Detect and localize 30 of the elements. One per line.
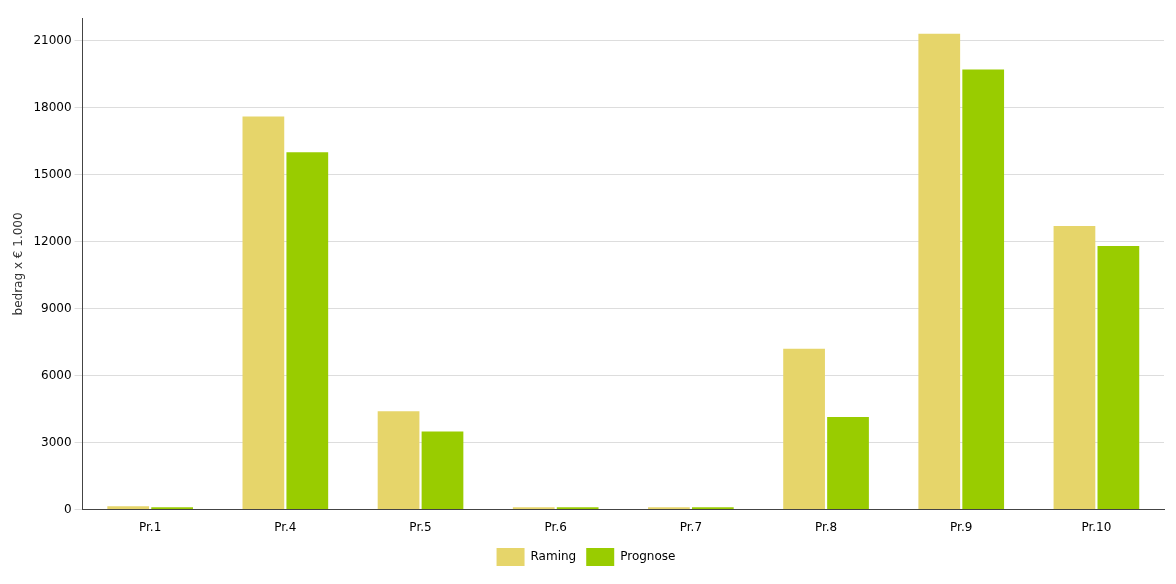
y-tick-label: 12000 — [33, 233, 72, 248]
x-tick-label: Pr.9 — [950, 519, 973, 534]
bar — [242, 116, 285, 510]
y-tick-label: 21000 — [33, 32, 72, 47]
legend-label: Prognose — [620, 549, 676, 564]
bar — [827, 416, 869, 510]
x-tick-label: Pr.4 — [274, 519, 297, 534]
bar — [1097, 246, 1140, 510]
bar — [286, 152, 329, 510]
bar — [918, 33, 961, 510]
bar — [421, 431, 464, 510]
y-tick-label: 9000 — [41, 300, 72, 315]
y-tick-label: 18000 — [33, 99, 72, 114]
bar — [783, 348, 825, 510]
bar — [377, 411, 420, 510]
x-tick-label: Pr.5 — [409, 519, 432, 534]
x-tick-label: Pr.1 — [139, 519, 162, 534]
bar — [1053, 225, 1096, 510]
legend-label: Raming — [530, 549, 577, 564]
y-tick-label: 15000 — [33, 166, 72, 181]
x-tick-label: Pr.10 — [1081, 519, 1112, 534]
x-tick-label: Pr.8 — [814, 519, 838, 534]
y-tick-label: 0 — [63, 501, 72, 516]
y-tick-label: 3000 — [41, 434, 72, 449]
y-tick-label: 6000 — [41, 367, 72, 382]
x-tick-label: Pr.7 — [679, 519, 703, 534]
bar — [107, 506, 150, 510]
y-axis-title: bedrag x € 1.000 — [11, 212, 26, 316]
x-tick-label: Pr.6 — [544, 519, 567, 534]
bar — [962, 69, 1005, 510]
